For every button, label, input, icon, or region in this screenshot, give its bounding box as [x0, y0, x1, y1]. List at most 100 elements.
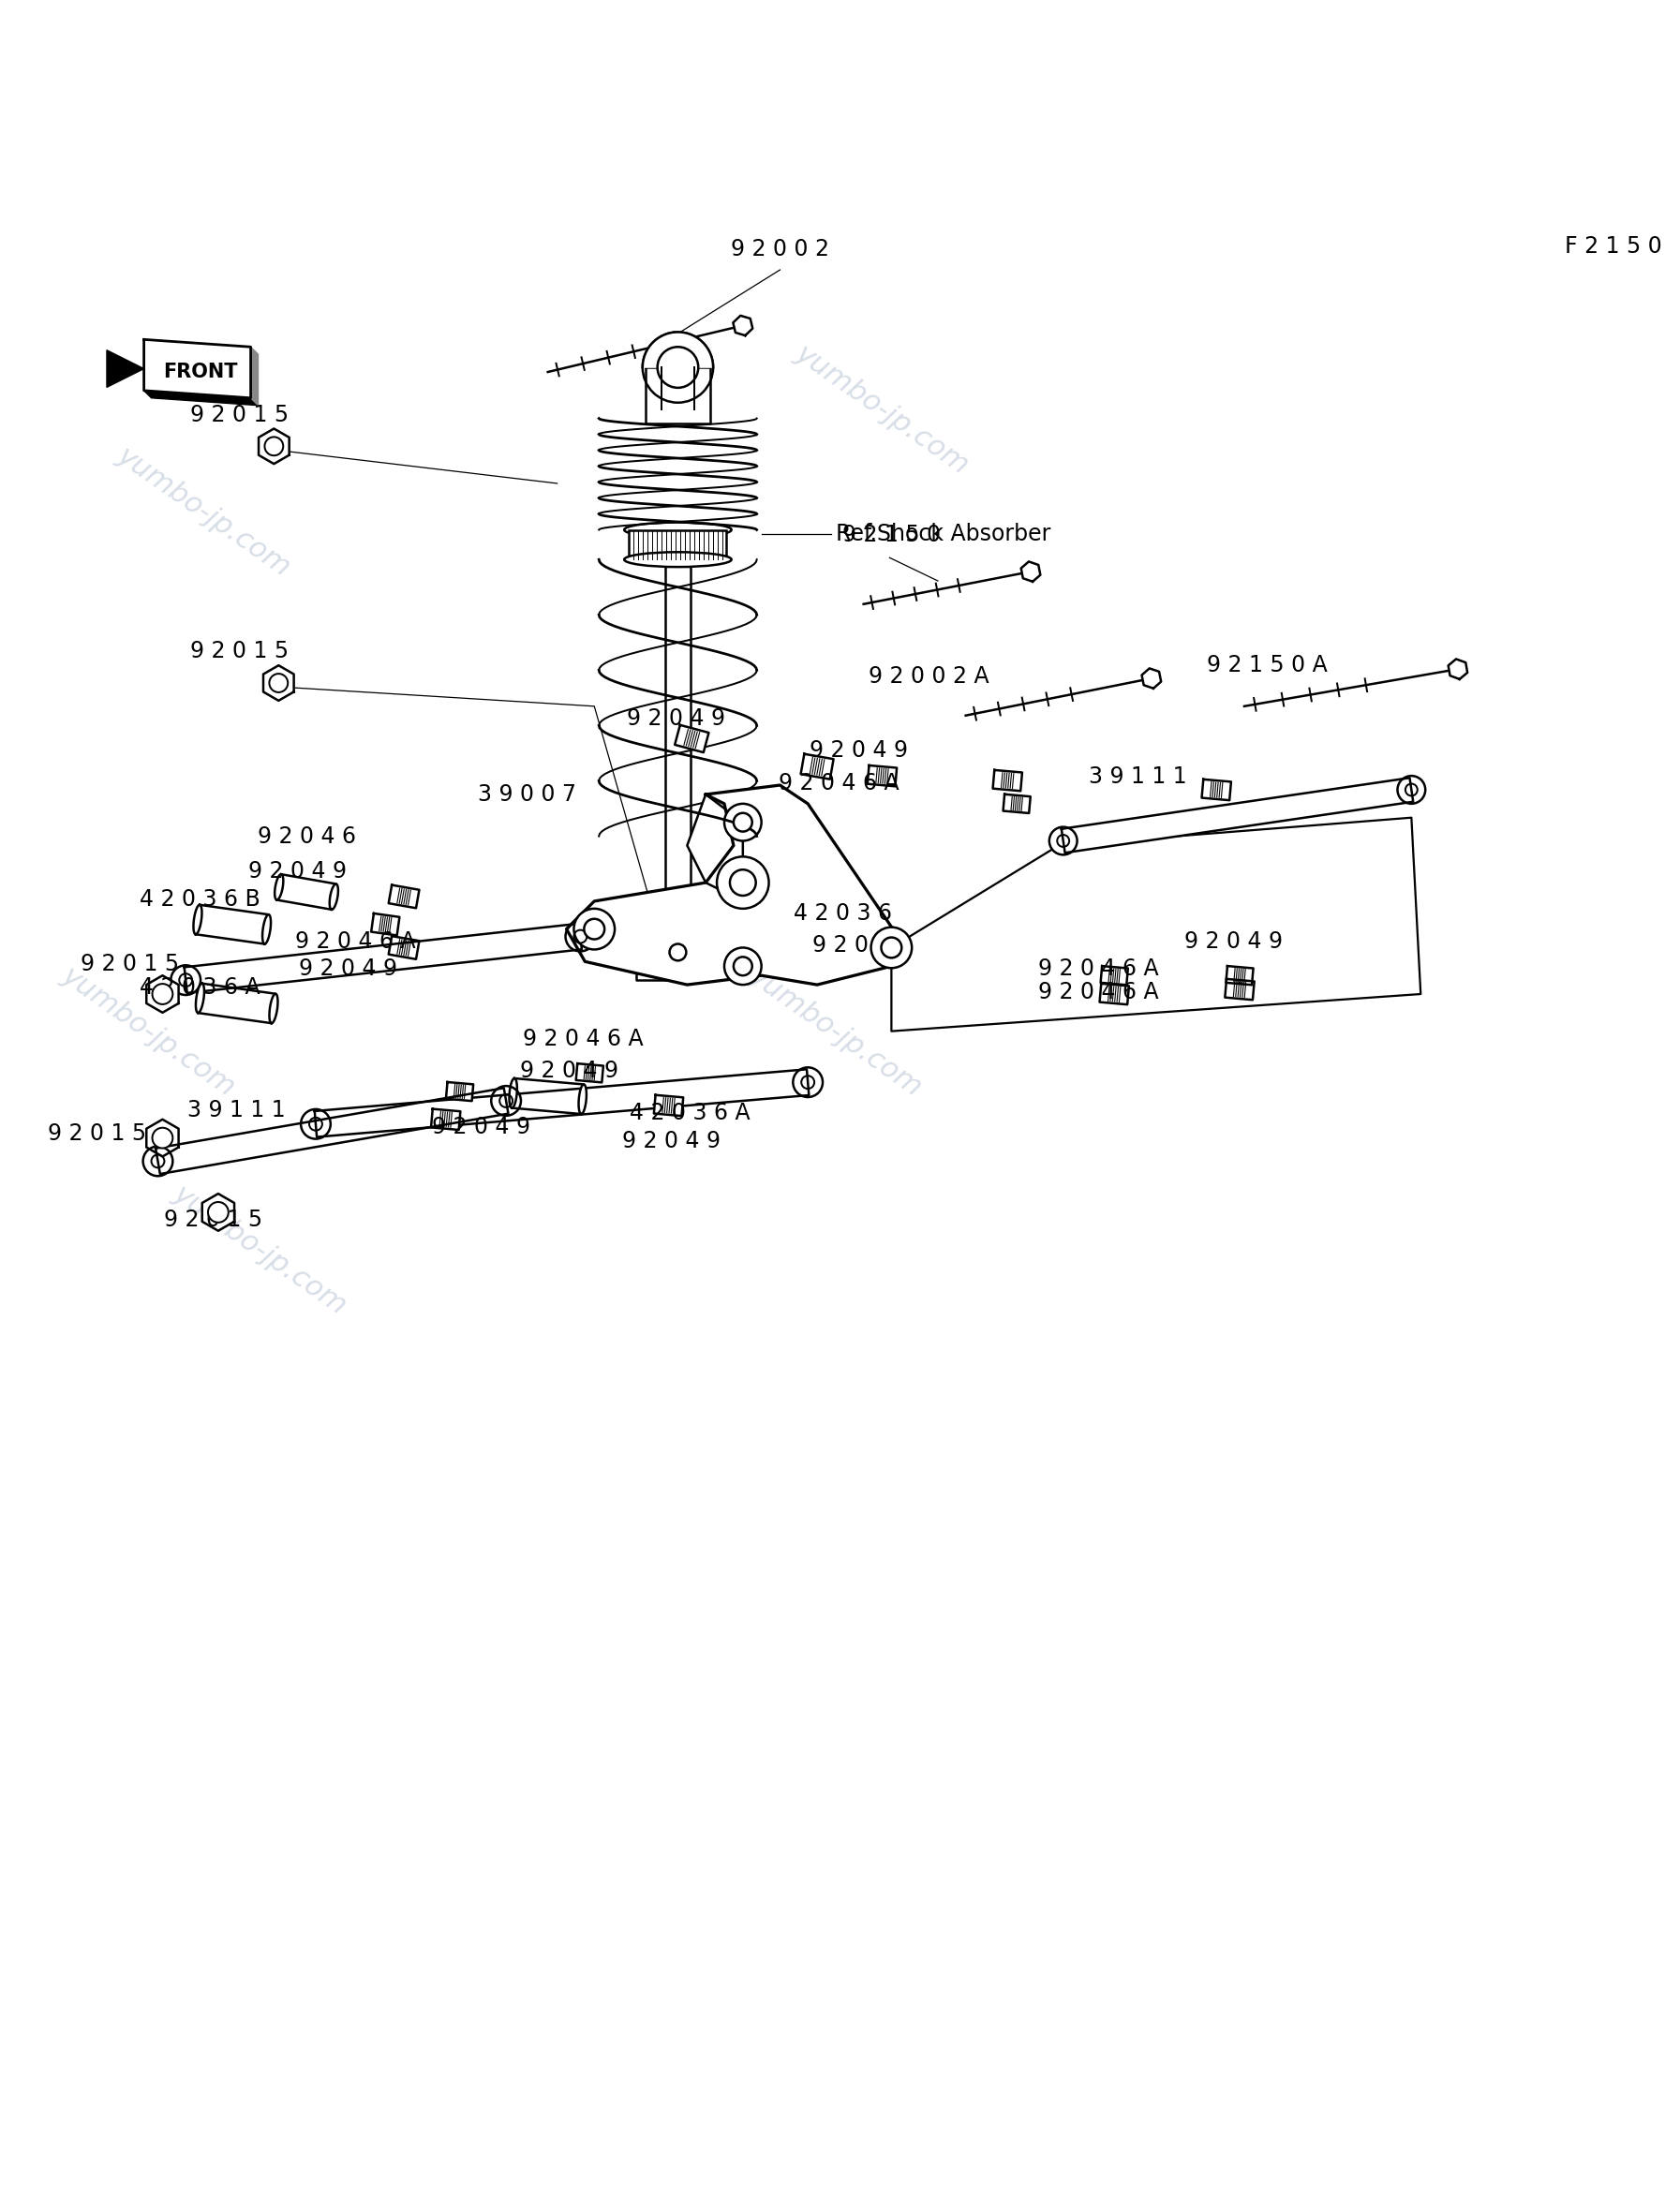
Circle shape: [734, 958, 753, 975]
Polygon shape: [185, 923, 581, 993]
Circle shape: [870, 927, 912, 969]
Polygon shape: [993, 769, 1021, 791]
Circle shape: [729, 870, 756, 896]
Circle shape: [882, 938, 902, 958]
Circle shape: [143, 1147, 173, 1175]
Text: 9 2 0 4 9: 9 2 0 4 9: [810, 740, 909, 762]
Circle shape: [153, 1127, 173, 1149]
Circle shape: [662, 936, 694, 969]
Polygon shape: [1142, 668, 1161, 688]
Polygon shape: [197, 984, 205, 1013]
Polygon shape: [1100, 967, 1127, 984]
Text: yumbo-jp.com: yumbo-jp.com: [113, 442, 296, 582]
Text: 9 2 0 4 9: 9 2 0 4 9: [249, 861, 346, 883]
Polygon shape: [445, 1083, 474, 1101]
Text: F 2 1 5 0: F 2 1 5 0: [1564, 235, 1662, 257]
Text: 9 2 0 4 9: 9 2 0 4 9: [521, 1059, 618, 1083]
Ellipse shape: [625, 523, 731, 538]
Polygon shape: [144, 391, 259, 406]
Circle shape: [642, 332, 712, 402]
Text: 9 2 0 1 5: 9 2 0 1 5: [190, 639, 289, 663]
Text: 9 2 1 5 0: 9 2 1 5 0: [842, 525, 941, 547]
Circle shape: [1398, 776, 1425, 804]
Text: 4 2 0 3 6 B: 4 2 0 3 6 B: [139, 888, 260, 910]
Text: 9 2 0 4 9: 9 2 0 4 9: [622, 1129, 721, 1151]
Polygon shape: [329, 883, 338, 910]
Polygon shape: [108, 349, 144, 387]
Text: 9 2 0 1 5: 9 2 0 1 5: [49, 1123, 146, 1145]
Circle shape: [265, 437, 284, 455]
Polygon shape: [388, 936, 420, 960]
Polygon shape: [578, 1085, 586, 1114]
Text: FRONT: FRONT: [163, 363, 237, 380]
Circle shape: [269, 674, 287, 692]
Polygon shape: [198, 984, 276, 1024]
Text: yumbo-jp.com: yumbo-jp.com: [790, 338, 974, 479]
Circle shape: [153, 984, 173, 1004]
Text: 3 9 1 1 1: 3 9 1 1 1: [188, 1098, 286, 1120]
Polygon shape: [801, 754, 833, 780]
Text: 9 2 0 4 9: 9 2 0 4 9: [1184, 929, 1282, 951]
Polygon shape: [314, 1070, 810, 1138]
Polygon shape: [262, 914, 270, 945]
Polygon shape: [1226, 967, 1253, 984]
Text: 9 2 0 4 6 A: 9 2 0 4 6 A: [522, 1028, 643, 1050]
Polygon shape: [576, 1063, 603, 1083]
Polygon shape: [259, 428, 289, 464]
Text: 9 2 0 1 5: 9 2 0 1 5: [165, 1208, 262, 1230]
Circle shape: [734, 813, 753, 833]
Polygon shape: [642, 332, 712, 367]
Text: 9 2 0 4 9: 9 2 0 4 9: [432, 1116, 531, 1138]
Text: 4 2 0 3 6 A: 4 2 0 3 6 A: [630, 1101, 751, 1125]
Text: 9 2 0 4 9: 9 2 0 4 9: [627, 707, 726, 729]
Text: 9 2 0 4 6 A: 9 2 0 4 6 A: [1038, 958, 1159, 980]
Text: 9 2 1 5 0 A: 9 2 1 5 0 A: [1208, 655, 1327, 677]
Circle shape: [208, 1202, 228, 1222]
Polygon shape: [193, 905, 202, 934]
Polygon shape: [1062, 778, 1413, 852]
Circle shape: [575, 910, 615, 949]
Circle shape: [171, 964, 200, 995]
Polygon shape: [566, 784, 895, 984]
Text: 9 2 0 4 6: 9 2 0 4 6: [257, 824, 356, 848]
Polygon shape: [637, 925, 719, 980]
Polygon shape: [156, 1088, 509, 1173]
Text: yumbo-jp.com: yumbo-jp.com: [168, 1180, 351, 1320]
Polygon shape: [1021, 562, 1040, 582]
Circle shape: [793, 1068, 823, 1096]
Polygon shape: [146, 975, 178, 1013]
Text: 9 2 0 4 9: 9 2 0 4 9: [299, 958, 398, 980]
Polygon shape: [264, 666, 294, 701]
Polygon shape: [195, 905, 269, 945]
Text: 9 2 0 4 6 A: 9 2 0 4 6 A: [1038, 980, 1159, 1004]
Circle shape: [657, 347, 699, 387]
Polygon shape: [1225, 980, 1255, 1000]
Circle shape: [301, 1109, 331, 1138]
Polygon shape: [1201, 780, 1231, 800]
Text: 3 9 1 1 1: 3 9 1 1 1: [1089, 765, 1186, 789]
Text: 4 2 0 3 6: 4 2 0 3 6: [795, 903, 892, 925]
Polygon shape: [867, 765, 897, 787]
Bar: [628, 529, 726, 560]
Polygon shape: [371, 914, 400, 936]
Text: Ref.Shock Absorber: Ref.Shock Absorber: [835, 523, 1050, 545]
Text: 9 2 0 4 9: 9 2 0 4 9: [813, 934, 911, 958]
Polygon shape: [1100, 984, 1129, 1004]
Polygon shape: [277, 874, 336, 910]
Text: 3 9 0 0 7: 3 9 0 0 7: [479, 782, 576, 806]
Polygon shape: [654, 1094, 684, 1116]
Polygon shape: [269, 993, 277, 1024]
Circle shape: [670, 945, 685, 960]
Text: yumbo-jp.com: yumbo-jp.com: [57, 962, 240, 1101]
Polygon shape: [732, 316, 753, 336]
Text: yumbo-jp.com: yumbo-jp.com: [744, 962, 927, 1101]
Polygon shape: [1003, 795, 1030, 813]
Polygon shape: [202, 1193, 234, 1230]
Circle shape: [724, 804, 761, 841]
Polygon shape: [1448, 659, 1467, 679]
Polygon shape: [645, 367, 711, 424]
Polygon shape: [687, 795, 743, 901]
Polygon shape: [250, 347, 259, 406]
Circle shape: [1050, 826, 1077, 855]
Circle shape: [717, 857, 769, 910]
